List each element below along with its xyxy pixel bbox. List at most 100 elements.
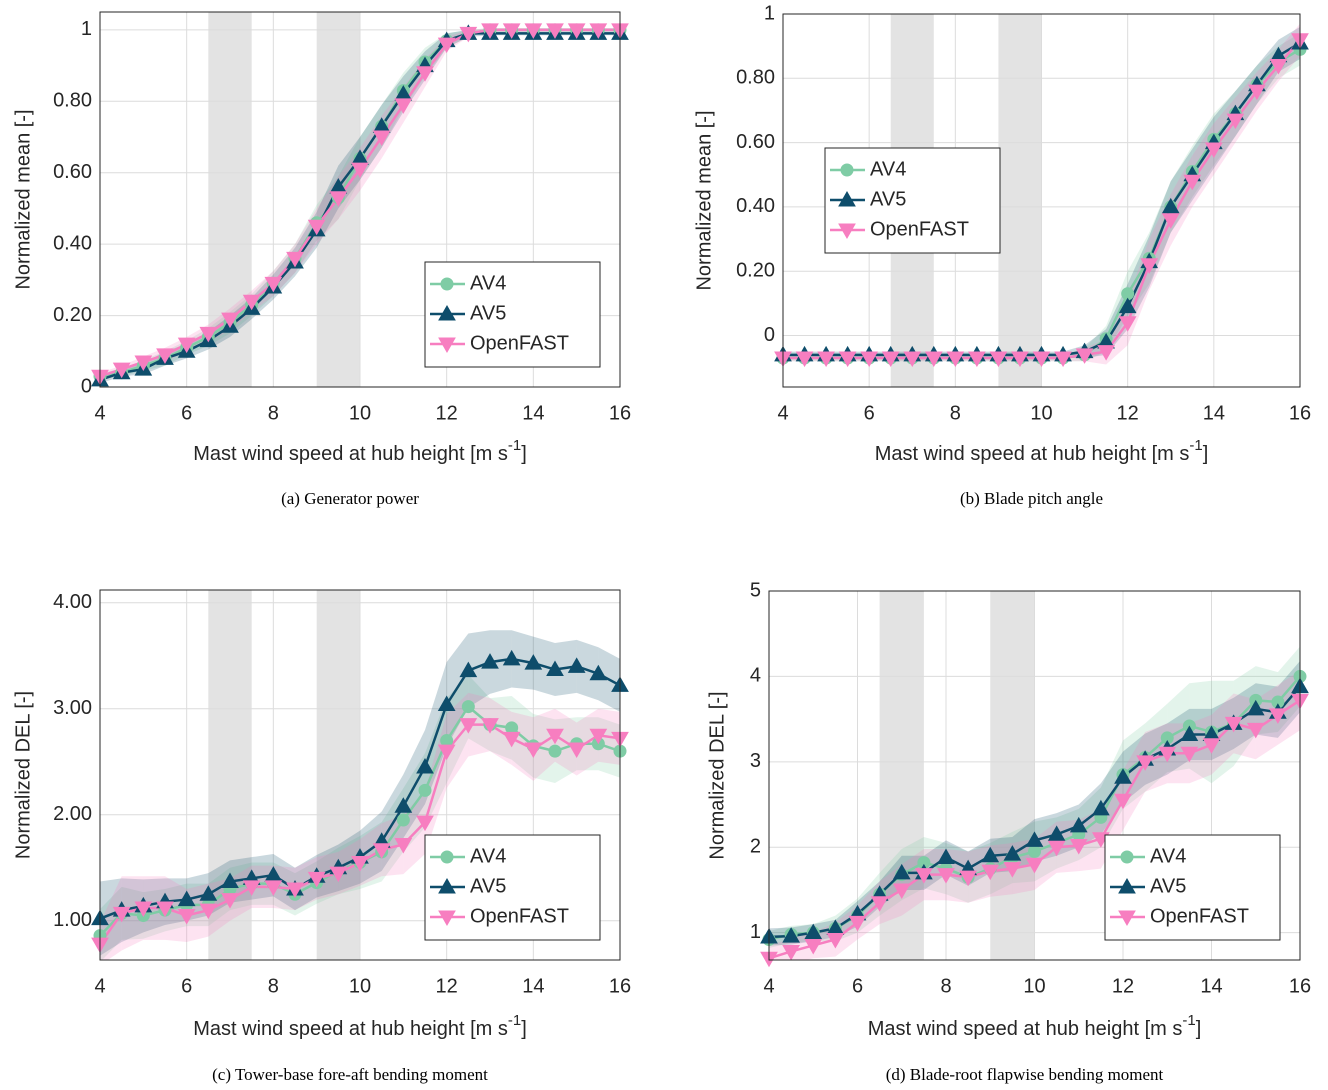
y-tick-label: 1 <box>750 921 761 943</box>
legend-marker <box>438 304 456 321</box>
data-marker <box>416 66 434 82</box>
legend-label: OpenFAST <box>470 905 569 927</box>
data-marker <box>589 23 608 39</box>
x-tick-label: 12 <box>436 975 458 997</box>
error-band <box>165 876 187 942</box>
data-marker <box>481 653 499 669</box>
x-label-text: Mast wind speed at hub height [m s <box>193 443 508 465</box>
data-marker <box>177 890 196 907</box>
y-tick-label: 0 <box>81 375 92 397</box>
legend-marker <box>438 337 456 354</box>
data-marker <box>156 348 174 364</box>
data-marker <box>1025 831 1044 847</box>
data-marker <box>502 731 521 748</box>
legend-label: AV5 <box>470 302 506 324</box>
data-marker <box>481 718 499 734</box>
data-marker <box>112 906 131 923</box>
y-tick-label: 2.00 <box>53 803 92 825</box>
x-label-superscript: -1 <box>1182 1012 1195 1029</box>
error-band <box>1078 808 1101 872</box>
data-marker <box>394 797 413 813</box>
data-marker <box>1204 142 1223 159</box>
data-marker <box>548 744 562 758</box>
data-marker <box>589 664 608 681</box>
y-tick-label: 1 <box>764 2 775 24</box>
data-marker <box>924 351 943 368</box>
legend-marker <box>1118 877 1136 894</box>
data-marker <box>589 728 608 745</box>
x-tick-label: 16 <box>1289 975 1311 997</box>
data-marker <box>1248 84 1266 101</box>
data-marker <box>1269 58 1288 75</box>
x-label-superscript: -1 <box>508 437 521 454</box>
x-label-text: Mast wind speed at hub height [m s <box>875 443 1190 465</box>
x-tick-label: 6 <box>181 402 192 424</box>
data-marker <box>307 871 326 888</box>
x-tick-label: 10 <box>1023 975 1045 997</box>
axes-box <box>768 590 1301 961</box>
data-marker <box>524 742 543 759</box>
y-tick-label: 0.20 <box>53 304 92 326</box>
data-marker <box>199 885 218 901</box>
x-tick-label: 10 <box>1030 402 1052 424</box>
y-tick-label: 0.60 <box>736 131 775 153</box>
data-marker <box>1246 699 1265 716</box>
data-marker <box>981 846 1000 863</box>
x-tick-label: 10 <box>349 975 371 997</box>
legend-marker <box>440 850 454 864</box>
data-marker <box>795 351 814 368</box>
legend-marker <box>438 910 456 927</box>
data-marker <box>1069 839 1088 855</box>
data-marker <box>1025 857 1044 874</box>
error-band <box>490 630 512 694</box>
legend-marker <box>840 163 854 177</box>
data-marker <box>892 863 911 880</box>
data-marker <box>546 660 564 677</box>
x-tick-label: 6 <box>864 402 875 424</box>
y-tick-label: 4.00 <box>53 591 92 613</box>
data-marker <box>221 872 239 889</box>
data-marker <box>1136 755 1154 771</box>
error-band <box>360 823 382 886</box>
x-tick-label: 14 <box>522 975 544 997</box>
data-marker <box>915 868 933 884</box>
y-axis-label: Normalized DEL [-] <box>12 691 34 859</box>
data-marker <box>459 718 478 734</box>
data-marker <box>1118 316 1137 332</box>
data-marker <box>329 866 348 883</box>
error-band <box>446 633 469 747</box>
data-marker <box>1158 746 1177 763</box>
y-tick-label: 2 <box>750 836 761 858</box>
error-band <box>338 830 360 892</box>
data-marker <box>502 649 521 666</box>
legend-label: AV4 <box>870 158 906 180</box>
data-marker <box>1054 351 1072 368</box>
data-marker <box>199 903 218 920</box>
axes-box <box>99 11 621 388</box>
error-band <box>1189 680 1212 784</box>
y-tick-label: 0.40 <box>53 232 92 254</box>
data-marker <box>937 868 955 884</box>
x-tick-label: 6 <box>181 975 192 997</box>
data-marker <box>372 130 391 147</box>
data-marker <box>416 758 434 774</box>
legend-marker <box>838 223 856 240</box>
x-axis-label: Mast wind speed at hub height [m s-1] <box>193 1012 527 1040</box>
error-band <box>446 674 469 783</box>
data-marker <box>937 848 955 864</box>
data-marker <box>1226 113 1245 130</box>
data-marker <box>481 23 499 39</box>
legend-label: OpenFAST <box>870 218 969 240</box>
data-marker <box>264 276 283 293</box>
y-axis-label: Normalized mean [-] <box>12 109 34 289</box>
legend-marker <box>1118 910 1136 927</box>
y-axis-label: Normalized mean [-] <box>693 110 715 290</box>
data-marker <box>351 162 369 179</box>
data-marker <box>782 944 800 961</box>
legend-label: AV4 <box>470 272 506 294</box>
data-marker <box>177 337 196 354</box>
x-label-text: Mast wind speed at hub height [m s <box>868 1018 1183 1040</box>
data-marker <box>112 362 131 379</box>
data-marker <box>567 23 586 39</box>
